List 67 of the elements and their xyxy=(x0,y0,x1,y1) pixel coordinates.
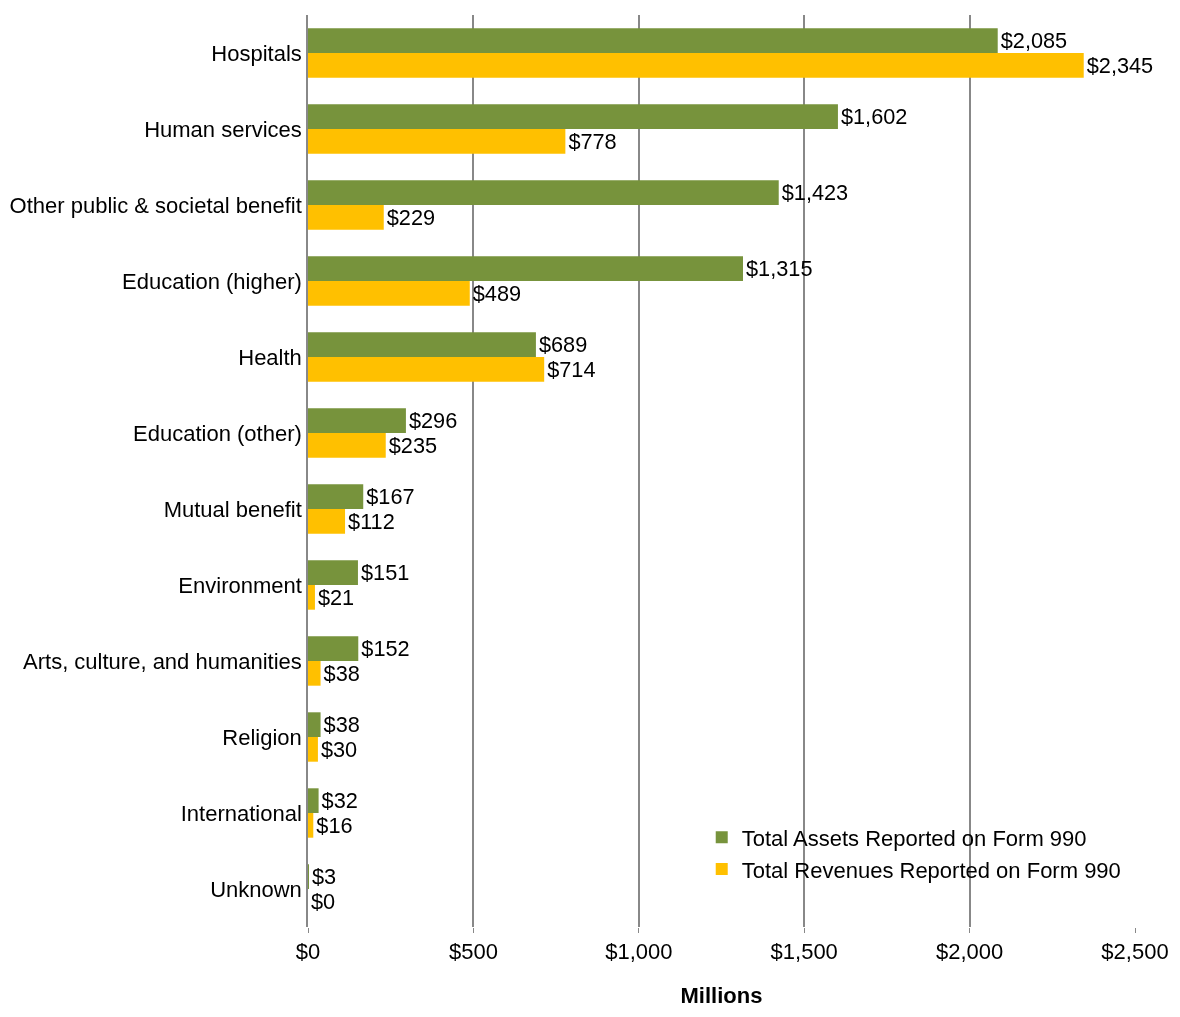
bar xyxy=(308,205,384,230)
y-tick-label: Unknown xyxy=(210,876,302,902)
y-tick-label: Environment xyxy=(178,572,302,598)
bar xyxy=(308,256,743,281)
data-label: $16 xyxy=(316,812,353,838)
bar xyxy=(308,104,838,129)
bar xyxy=(308,53,1084,78)
data-label: $1,423 xyxy=(781,180,849,206)
bar xyxy=(308,129,566,154)
data-label: $151 xyxy=(360,560,410,586)
bar xyxy=(308,661,321,686)
data-label: $32 xyxy=(321,788,358,814)
x-tick-label: $2,000 xyxy=(935,939,1004,965)
data-label: $689 xyxy=(538,332,588,358)
legend-label: Total Assets Reported on Form 990 xyxy=(741,825,1087,851)
data-label: $778 xyxy=(568,128,617,154)
bar xyxy=(308,180,779,205)
bar xyxy=(308,560,358,585)
y-tick-label: Other public & societal benefit xyxy=(9,192,302,218)
data-label: $229 xyxy=(386,204,436,230)
data-label: $1,315 xyxy=(746,256,813,282)
data-label: $1,602 xyxy=(840,104,908,130)
x-tick-label: $500 xyxy=(448,939,498,965)
bar xyxy=(308,357,545,382)
data-label: $3 xyxy=(312,864,337,890)
data-label: $30 xyxy=(320,736,358,762)
data-label: $38 xyxy=(323,660,360,686)
y-tick-label: Human services xyxy=(144,116,302,142)
x-tick-label: $1,000 xyxy=(605,939,673,965)
bar xyxy=(308,484,364,509)
bar xyxy=(308,813,314,838)
y-tick-label: Health xyxy=(238,344,302,370)
bar xyxy=(308,28,998,53)
data-label: $296 xyxy=(408,408,458,434)
bar xyxy=(308,712,321,737)
data-label: $152 xyxy=(361,636,410,662)
bar xyxy=(308,332,536,357)
bar xyxy=(308,636,359,661)
y-tick-label: Arts, culture, and humanities xyxy=(23,648,302,674)
data-label: $21 xyxy=(317,584,355,610)
x-tick-label: $0 xyxy=(295,939,321,965)
y-tick-label: Hospitals xyxy=(211,40,302,66)
bar xyxy=(308,281,470,306)
data-label: $2,345 xyxy=(1086,52,1154,78)
bar xyxy=(308,788,319,813)
data-label: $489 xyxy=(472,280,522,306)
bar xyxy=(308,737,318,762)
y-tick-label: Religion xyxy=(222,724,302,750)
data-label: $235 xyxy=(388,432,438,458)
data-label: $0 xyxy=(311,888,336,914)
y-tick-label: Education (higher) xyxy=(122,268,302,294)
x-tick-label: $1,500 xyxy=(770,939,838,965)
data-label: $112 xyxy=(348,508,395,534)
y-tick-label: Education (other) xyxy=(133,420,302,446)
bar xyxy=(308,585,315,610)
bar xyxy=(308,509,346,534)
data-label: $38 xyxy=(323,712,360,738)
bar xyxy=(308,408,406,433)
y-tick-label: International xyxy=(180,800,302,826)
bar xyxy=(308,433,386,458)
data-label: $2,085 xyxy=(1000,28,1068,54)
y-tick-label: Mutual benefit xyxy=(163,496,302,522)
data-label: $167 xyxy=(366,484,415,510)
x-tick-label: $2,500 xyxy=(1101,939,1169,965)
x-axis-title: Millions xyxy=(680,983,763,1008)
data-label: $714 xyxy=(547,356,596,382)
legend-label: Total Revenues Reported on Form 990 xyxy=(741,857,1121,883)
